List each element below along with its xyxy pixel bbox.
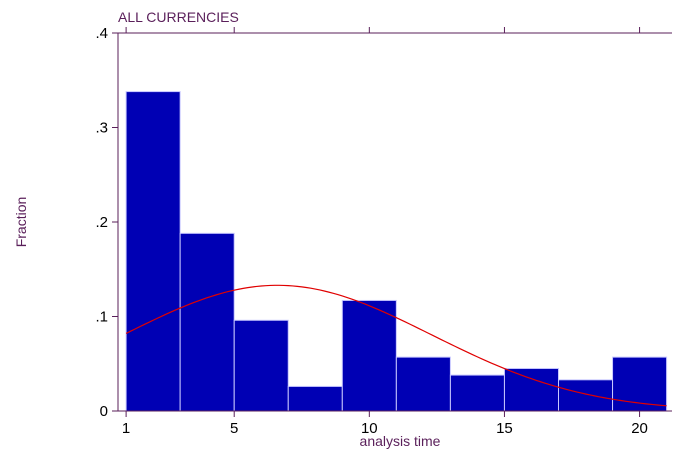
y-tick-label-2: .2 — [95, 214, 108, 231]
histogram-bar-2 — [179, 232, 235, 412]
density-curve — [125, 284, 667, 407]
histogram-bar-8 — [503, 367, 559, 412]
histogram-bar-9 — [557, 379, 614, 412]
y-axis-title: Fraction — [13, 197, 29, 248]
histogram-bar-6 — [395, 356, 451, 412]
histogram-bar-4 — [287, 385, 343, 412]
x-tick-label-0: 1 — [122, 420, 130, 437]
density-curve-layer — [125, 284, 667, 407]
bars — [125, 91, 668, 412]
x-axis-title: analysis time — [360, 433, 441, 449]
chart-title: ALL CURRENCIES — [118, 9, 239, 25]
y-tick-label-1: .1 — [95, 309, 108, 326]
x-tick-label-2: 10 — [361, 420, 378, 437]
y-tick-label-4: .4 — [95, 25, 108, 42]
x-tick-label-3: 15 — [496, 420, 513, 437]
x-tick-label-1: 5 — [230, 420, 238, 437]
histogram-bar-3 — [233, 319, 289, 412]
histogram-bar-5 — [341, 299, 397, 412]
y-tick-label-0: 0 — [100, 403, 108, 420]
histogram-bar-10 — [612, 356, 668, 412]
histogram-bar-7 — [449, 374, 505, 412]
histogram-bar-1 — [125, 91, 181, 412]
x-tick-label-4: 20 — [631, 420, 648, 437]
y-tick-label-3: .3 — [95, 120, 108, 137]
axes: 0.1.2.3.41 5 10 15 20 — [95, 25, 672, 437]
